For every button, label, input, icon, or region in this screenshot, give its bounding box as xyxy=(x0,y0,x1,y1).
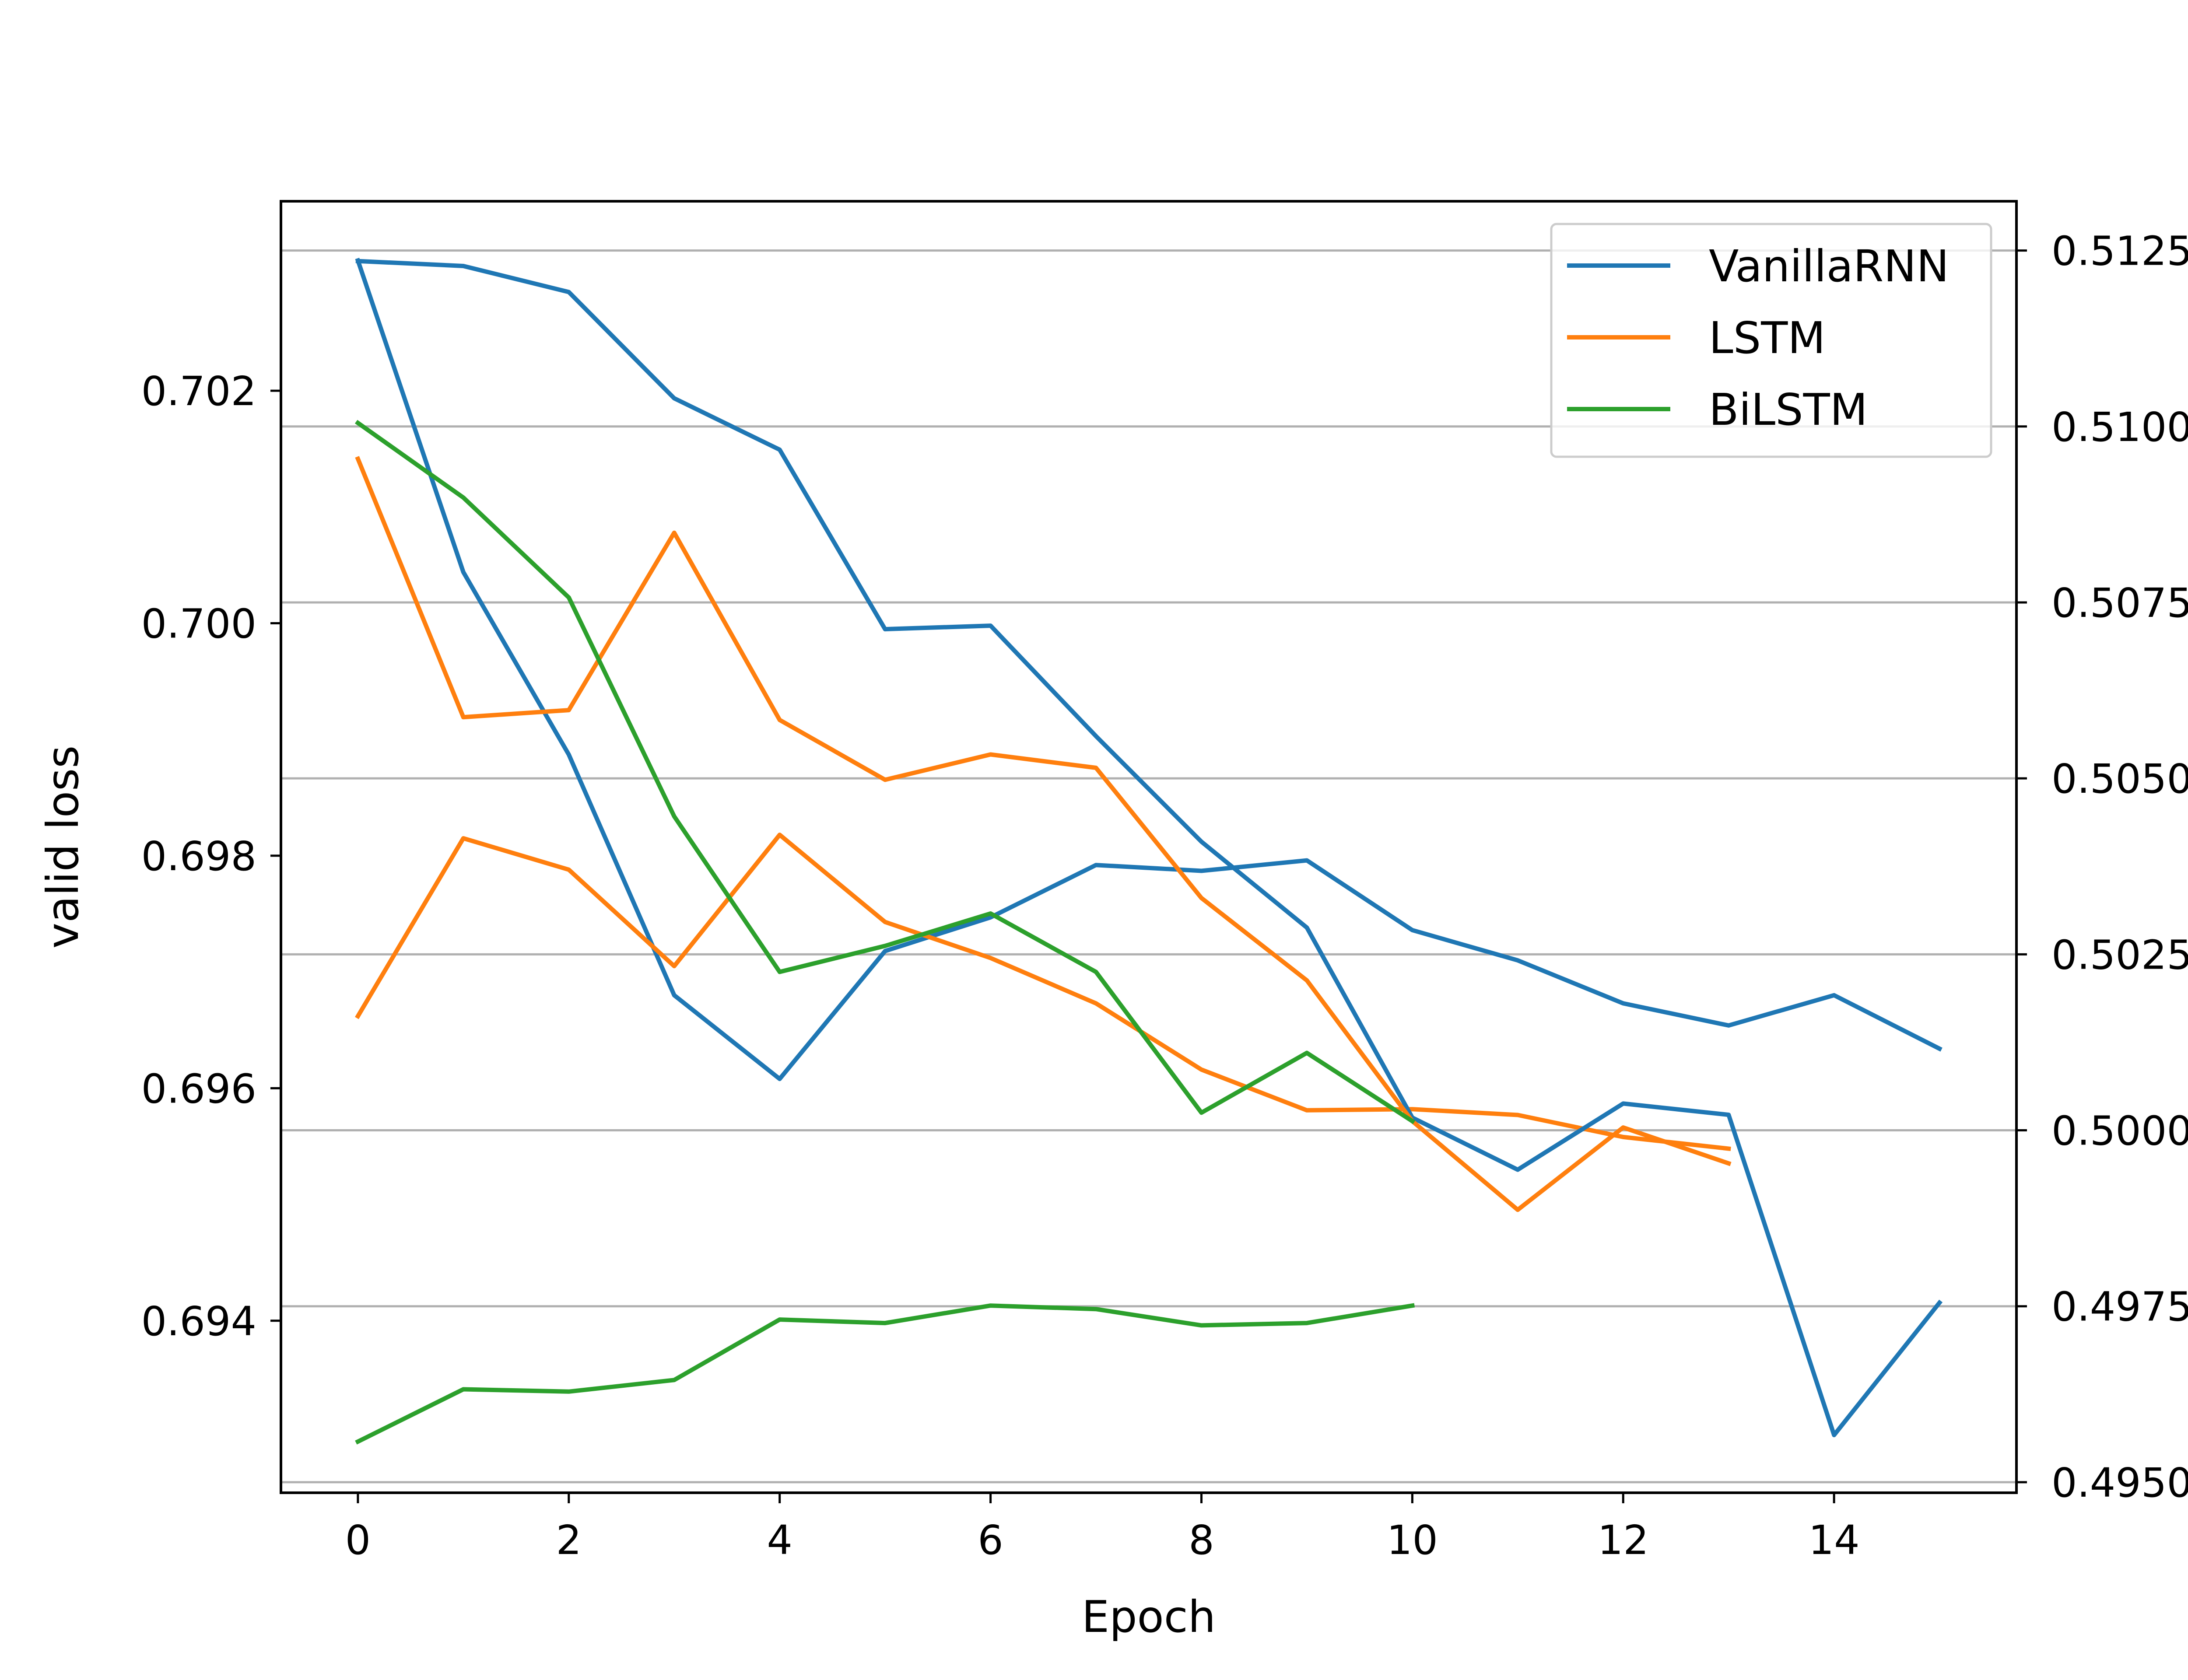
left-y-tick-label: 0.702 xyxy=(141,368,256,415)
x-tick-label: 2 xyxy=(556,1517,582,1564)
left-y-axis: 0.694 0.696 0.698 0.700 0.702 xyxy=(141,368,281,1345)
right-y-tick-label: 0.5000 xyxy=(2051,1108,2188,1155)
series-line-vanillarnn-right xyxy=(355,259,1943,1438)
right-y-tick-label: 0.4975 xyxy=(2051,1284,2188,1330)
x-tick-label: 0 xyxy=(345,1517,371,1564)
x-tick-label: 12 xyxy=(1598,1517,1649,1564)
left-y-tick-label: 0.698 xyxy=(141,833,256,880)
legend: VanillaRNN LSTM BiLSTM xyxy=(1550,223,1992,458)
legend-item-lstm: LSTM xyxy=(1567,312,1826,364)
x-tick-label: 6 xyxy=(978,1517,1003,1564)
left-y-tick-label: 0.700 xyxy=(141,601,256,648)
left-y-axis-label: valid loss xyxy=(37,746,88,948)
x-tick-label: 4 xyxy=(767,1517,792,1564)
series-line-bilstm-left xyxy=(355,1303,1415,1445)
right-y-tick-label: 0.5125 xyxy=(2051,228,2188,275)
series-line-vanillarnn-left xyxy=(355,258,1943,1082)
legend-item-vanillarnn: VanillaRNN xyxy=(1567,241,1949,292)
x-tick-label: 8 xyxy=(1189,1517,1214,1564)
right-y-tick-label: 0.4950 xyxy=(2051,1460,2188,1506)
x-axis: 0 2 4 6 8 10 12 14 xyxy=(345,1493,1860,1564)
legend-label: BiLSTM xyxy=(1709,384,1868,435)
right-y-tick-label: 0.5075 xyxy=(2051,580,2188,626)
right-y-axis: 0.4950 0.4975 0.5000 0.5025 0.5050 0.5075 0.51… xyxy=(2016,228,2188,1506)
right-y-tick-label: 0.5050 xyxy=(2051,756,2188,802)
left-y-tick-label: 0.694 xyxy=(141,1298,256,1345)
series-line-lstm-left xyxy=(355,833,1731,1152)
plot-frame xyxy=(280,200,2018,1494)
series-line-lstm-right xyxy=(355,456,1732,1212)
right-y-tick-label: 0.5025 xyxy=(2051,931,2188,978)
x-tick-label: 14 xyxy=(1809,1517,1860,1564)
series-layer xyxy=(354,258,1943,1445)
left-y-tick-label: 0.696 xyxy=(141,1065,256,1112)
x-axis-label: Epoch xyxy=(1082,1591,1216,1642)
right-y-tick-label: 0.5100 xyxy=(2051,404,2188,451)
legend-box xyxy=(1550,223,1992,458)
legend-items: VanillaRNN LSTM BiLSTM xyxy=(1567,241,1949,435)
legend-item-bilstm: BiLSTM xyxy=(1567,384,1868,435)
legend-label: VanillaRNN xyxy=(1709,241,1949,292)
legend-label: LSTM xyxy=(1709,312,1826,364)
series-line-bilstm-right xyxy=(354,420,1416,1124)
x-tick-label: 10 xyxy=(1387,1517,1438,1564)
